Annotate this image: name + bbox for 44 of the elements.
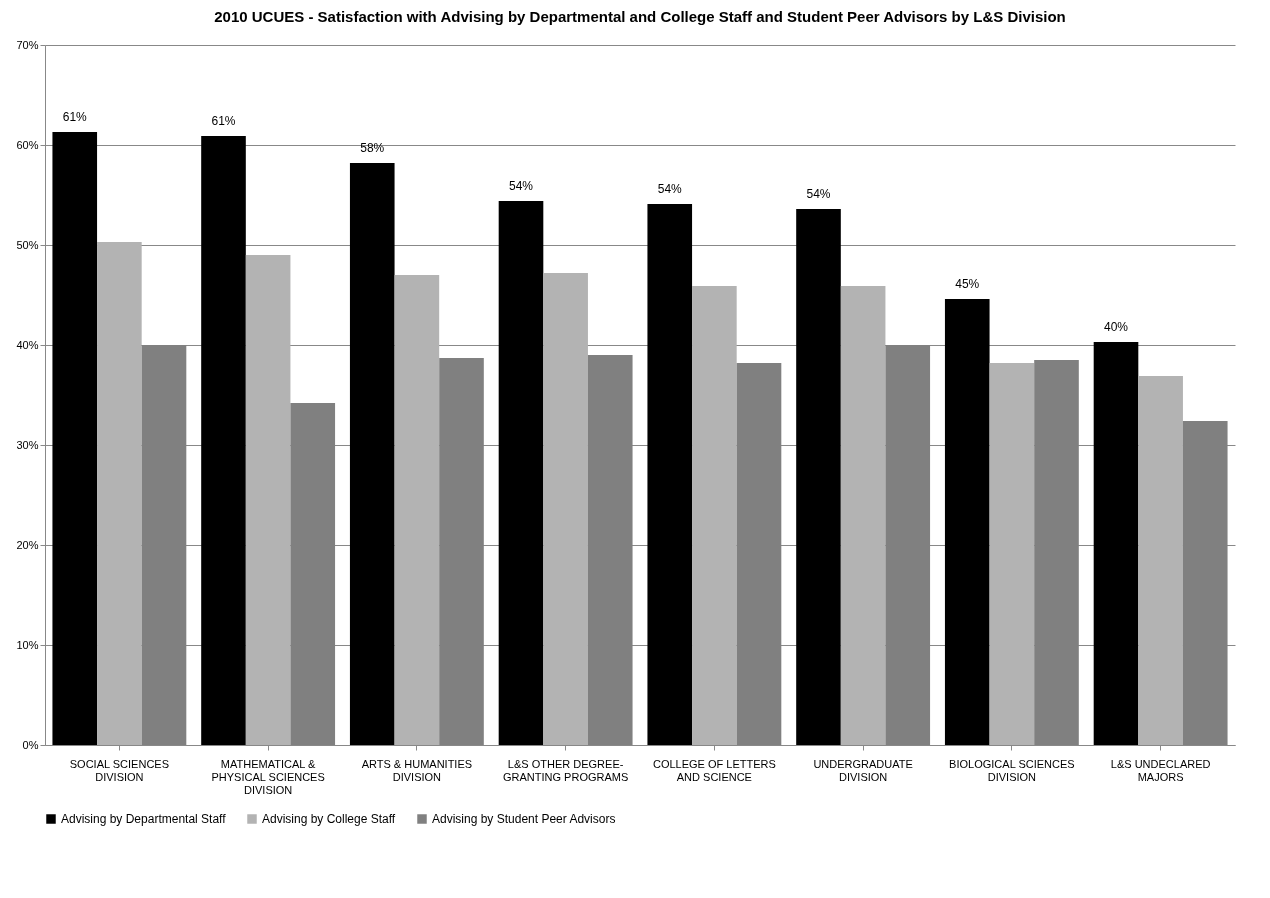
data-label: 54%	[806, 187, 831, 201]
data-label: 40%	[1103, 320, 1129, 334]
x-tick-label: COLLEGE OF LETTERS AND SCIENCE	[652, 757, 776, 783]
bar	[498, 201, 544, 745]
bar	[840, 286, 886, 745]
legend-label: Advising by Departmental Staff	[61, 812, 227, 826]
bar	[52, 132, 98, 745]
chart-title: 2010 UCUES - Satisfaction with Advising by Departmental and College Staff and Student Peer Advisors by L&S Division	[214, 8, 1066, 25]
x-tick-label: UNDERGRADUATE DIVISION	[813, 757, 913, 783]
bar	[394, 275, 440, 745]
bar	[647, 204, 693, 745]
data-label: 61%	[211, 114, 236, 128]
data-label: 54%	[657, 182, 683, 196]
y-tick-label: 20%	[16, 538, 39, 551]
y-tick-label: 50%	[16, 238, 39, 251]
bar	[692, 286, 737, 745]
y-tick-label: 40%	[16, 338, 39, 351]
x-tick-label: L&S UNDECLARED MAJORS	[1110, 757, 1211, 783]
legend-label: Advising by College Staff	[262, 812, 396, 826]
y-tick-label: 60%	[16, 138, 39, 151]
y-tick-label: 30%	[16, 438, 39, 451]
data-label: 58%	[360, 141, 385, 155]
bar	[543, 273, 588, 745]
data-label: 61%	[62, 110, 88, 124]
x-tick-label: ARTS & HUMANITIES DIVISION	[361, 757, 473, 783]
bar	[349, 163, 395, 745]
bar	[245, 255, 291, 745]
bar	[796, 209, 841, 745]
bar	[201, 136, 246, 745]
data-label: 45%	[955, 277, 980, 291]
y-tick-label: 10%	[16, 638, 39, 651]
x-tick-label: MATHEMATICAL & PHYSICAL SCIENCES DIVISION	[211, 757, 325, 796]
bar	[989, 363, 1035, 745]
bar	[944, 299, 990, 745]
legend-label: Advising by Student Peer Advisors	[432, 812, 616, 826]
bar	[97, 242, 142, 745]
data-label: 54%	[508, 179, 534, 193]
y-tick-label: 70%	[16, 38, 39, 51]
x-tick-label: L&S OTHER DEGREE-GRANTING PROGRAMS	[502, 757, 629, 783]
x-tick-label: BIOLOGICAL SCIENCES DIVISION	[949, 757, 1075, 783]
bar	[1138, 376, 1183, 745]
bar	[1093, 342, 1139, 745]
y-tick-label: 0%	[22, 738, 39, 751]
x-tick-label: SOCIAL SCIENCES DIVISION	[69, 757, 169, 783]
